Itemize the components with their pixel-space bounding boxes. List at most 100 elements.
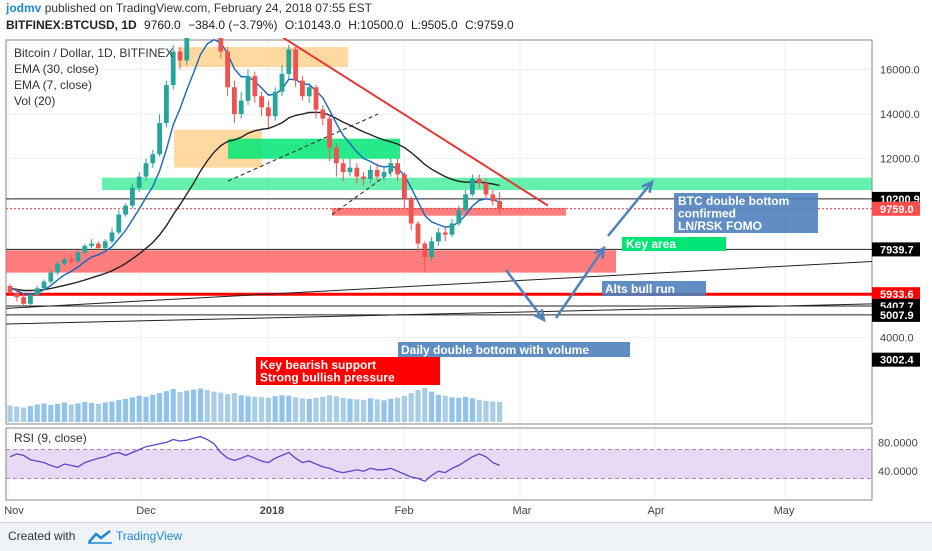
candle-body [279,73,285,92]
price-tag-bg [872,352,920,367]
candle-body [334,147,339,164]
volume-bar [340,397,346,422]
candle-body [381,172,387,177]
daily-label: Daily double bottom with volume [401,343,589,357]
volume-bar [143,396,149,422]
candle-body [402,174,407,199]
volume-bar [102,402,108,422]
volume-bar [129,397,135,422]
x-tick-label: Mar [513,505,532,517]
volume-bar [265,397,271,422]
candle-body [82,245,88,253]
candle-body [442,232,448,235]
price-tag-label: 5007.9 [880,310,914,322]
btc-note-line: confirmed [678,207,736,221]
price-tag-label: 5933.6 [880,289,914,301]
red-zone-lower [6,250,616,273]
volume-bar [109,401,115,422]
volume-bar [347,398,353,422]
candle-body [388,163,394,173]
volume-bar [401,395,407,422]
volume-bar [272,396,278,422]
volume-bar [313,397,319,422]
volume-bar [456,397,462,422]
candle-body [102,241,108,249]
candle-body [313,87,319,110]
time-axis: Nov Dec 2018 Feb Mar Apr May [4,505,795,517]
main-pane-border [5,39,873,425]
alts-box [602,281,706,296]
key-area-box [622,237,726,251]
candle-body [347,167,353,173]
volume-bar [245,396,251,422]
x-tick-label: Feb [395,505,414,517]
candle-body [320,109,326,119]
candle-body [272,91,278,117]
price-tag-bg [872,242,920,257]
rsi-pane: 80.0000 40.0000 [5,427,918,501]
candle-body [497,201,502,209]
volume-bar [252,396,258,422]
volume-bar [299,398,305,422]
volume-bar [497,401,503,422]
red-zone-upper [332,207,566,216]
volume-bar [157,393,163,422]
x-tick-label: May [774,505,795,517]
volume-bar [354,399,360,422]
volume-bar [388,398,394,422]
candle-body [116,214,122,233]
volume-bar [469,398,475,422]
volume-bar [177,392,183,422]
volume-bar [211,391,217,422]
arrow-down-to-bottom-head [533,308,546,323]
candle-body [286,49,292,74]
y-tick-label: 12000.0 [880,154,920,166]
candle-body [28,294,33,304]
candle-body [218,38,224,52]
rsi-line [9,435,500,483]
volume-bar [41,403,47,422]
volume-bar [7,405,13,422]
candle-body [68,259,74,262]
candle-body [62,259,67,264]
red-downtrend-line [281,38,549,207]
candle-body [361,176,366,179]
green-zone-upper [228,138,400,159]
candle-body [476,178,482,184]
candle-body [368,169,373,179]
candle-body [293,49,298,81]
bearish-box [256,357,440,385]
long-support-line [5,303,873,325]
price-tag-label: 7939.7 [880,244,914,256]
footer-bar: Created with TradingView [0,522,932,551]
candle-body [490,194,496,202]
volume-bar [463,396,469,422]
author-name[interactable]: jodmv [6,1,42,15]
volume-bar [136,395,142,422]
tradingview-brand[interactable]: TradingView [116,529,183,543]
volume-bar [184,390,190,422]
candle-body [55,263,60,273]
volume-bar [367,398,373,422]
volume-bar [483,400,489,422]
volume-bar [415,390,421,422]
legend-vol: Vol (20) [14,94,55,108]
volume-bar [82,401,88,422]
candle-body [75,252,81,262]
volume-bar [55,403,61,422]
volume-bar [95,403,101,422]
volume-bar [395,397,401,422]
volume-bar [333,396,339,422]
btc-note-line: BTC double bottom [678,194,789,208]
price-chart[interactable]: Key area BTC double bottomconfirmedLN/RSK… [0,38,932,522]
candle-body [422,243,428,257]
candle-body [238,100,244,115]
volume-bar [490,401,496,422]
legend-ema30: EMA (30, close) [14,62,99,76]
arrow-up-2-head [641,179,654,193]
volume-bar [238,395,244,422]
btc-note-box [674,193,818,233]
x-tick-label: Apr [647,505,664,517]
tradingview-logo-icon [88,530,112,544]
candle-body [456,210,462,224]
